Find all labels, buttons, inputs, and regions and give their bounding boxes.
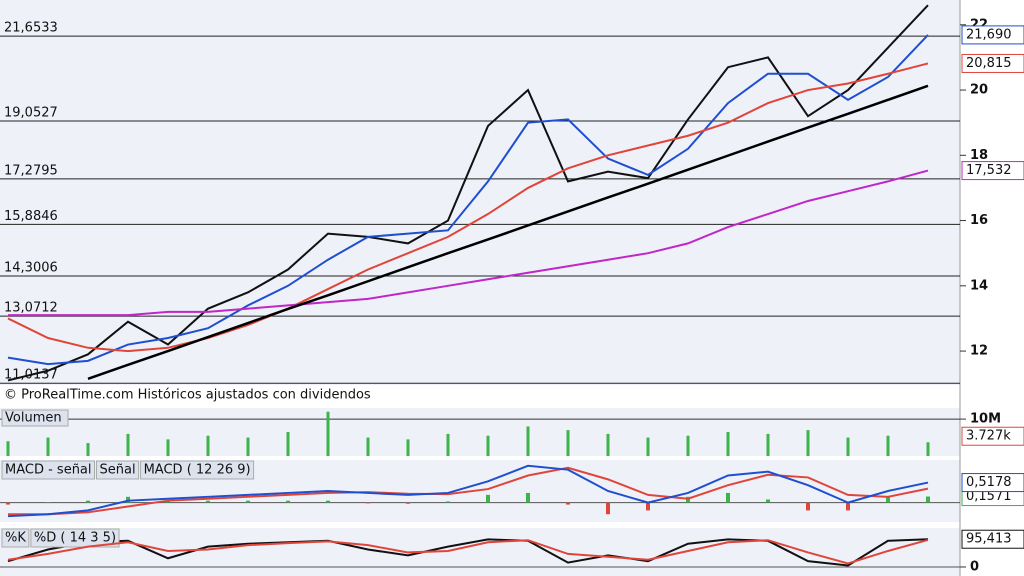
bar — [766, 499, 770, 503]
value-label: 21,690 — [966, 27, 1012, 42]
bar — [566, 502, 570, 505]
level-label: 15,8846 — [4, 209, 58, 224]
bar — [766, 433, 770, 456]
bar — [166, 439, 170, 456]
series-line — [7, 4, 929, 382]
bar — [726, 432, 730, 456]
bar — [206, 500, 210, 503]
value-label-box — [961, 161, 1024, 181]
y-tick-label: 20 — [970, 83, 988, 98]
series-line — [7, 62, 929, 353]
bar — [846, 437, 850, 456]
series-line — [87, 84, 929, 380]
legend-label: MACD - señal — [5, 463, 92, 478]
y-tick-label: 18 — [970, 148, 988, 163]
series-line — [8, 169, 929, 317]
bar — [846, 502, 850, 511]
value-label: 95,413 — [966, 532, 1012, 547]
bar — [246, 500, 250, 503]
bar — [86, 443, 90, 456]
level-label: 17,2795 — [4, 163, 58, 178]
bar — [446, 501, 450, 503]
bar — [46, 437, 50, 456]
bar — [46, 502, 50, 504]
level-label: 14,3006 — [4, 261, 58, 276]
legend-box — [1, 460, 96, 480]
bar — [326, 500, 330, 503]
value-label: 20,815 — [966, 56, 1012, 71]
y-tick-label: 10M — [970, 412, 1001, 427]
bar — [246, 437, 250, 456]
bar — [606, 502, 610, 515]
bar — [806, 502, 810, 511]
series-line — [7, 538, 929, 565]
bar — [286, 432, 290, 456]
y-tick-label: 0 — [970, 559, 979, 574]
y-tick-label: 12 — [970, 344, 988, 359]
level-label: 19,0527 — [4, 105, 58, 120]
value-label: 17,532 — [966, 163, 1012, 178]
bar — [206, 435, 210, 456]
title-box — [1, 409, 69, 427]
bar — [526, 492, 530, 503]
legend-box — [30, 528, 120, 548]
legend-box — [1, 528, 30, 548]
volume-panel — [0, 408, 960, 456]
bar — [126, 433, 130, 456]
bar — [806, 430, 810, 456]
bar — [526, 426, 530, 456]
bar — [646, 502, 650, 511]
bar — [646, 437, 650, 456]
bar — [886, 435, 890, 456]
legend-box — [96, 460, 140, 480]
series-line — [7, 538, 929, 567]
bar — [366, 437, 370, 456]
value-label-box — [961, 25, 1024, 45]
bar — [566, 430, 570, 456]
bar — [726, 492, 730, 503]
bar — [366, 502, 370, 504]
series-line — [7, 34, 929, 366]
legend-label: %D ( 14 3 5) — [34, 531, 116, 546]
series-line — [8, 466, 929, 516]
stoch-panel — [0, 528, 960, 576]
value-label-box — [961, 529, 1024, 549]
bar — [286, 500, 290, 503]
bar — [86, 500, 90, 503]
value-label: 0,5178 — [966, 475, 1012, 490]
legend-box — [140, 460, 255, 480]
level-label: 21,6533 — [4, 21, 58, 36]
bar — [606, 433, 610, 456]
panel-title: Volumen — [5, 411, 62, 426]
value-label: 0,1571 — [966, 489, 1012, 504]
bar — [6, 441, 10, 456]
level-label: 13,0712 — [4, 301, 58, 316]
bar — [926, 496, 930, 503]
bar — [686, 435, 690, 456]
bar — [326, 411, 330, 456]
value-label-box — [961, 473, 1024, 493]
bar — [926, 442, 930, 456]
bar — [486, 435, 490, 456]
bar — [406, 502, 410, 504]
bar — [406, 439, 410, 456]
bar — [6, 502, 10, 505]
y-tick-label: 16 — [970, 213, 988, 228]
value-label-box — [961, 53, 1024, 73]
series-line — [7, 464, 929, 518]
legend-label: Señal — [100, 463, 136, 478]
legend-label: MACD ( 12 26 9) — [144, 463, 251, 478]
legend-label: %K — [5, 531, 26, 546]
value-label-box — [961, 426, 1024, 446]
value-label: 3.727k — [966, 429, 1011, 444]
bar — [886, 496, 890, 503]
y-tick-label: 14 — [970, 278, 988, 293]
bar — [446, 433, 450, 456]
bar — [486, 494, 490, 503]
annotation: © ProRealTime.com Históricos ajustados c… — [4, 388, 371, 403]
